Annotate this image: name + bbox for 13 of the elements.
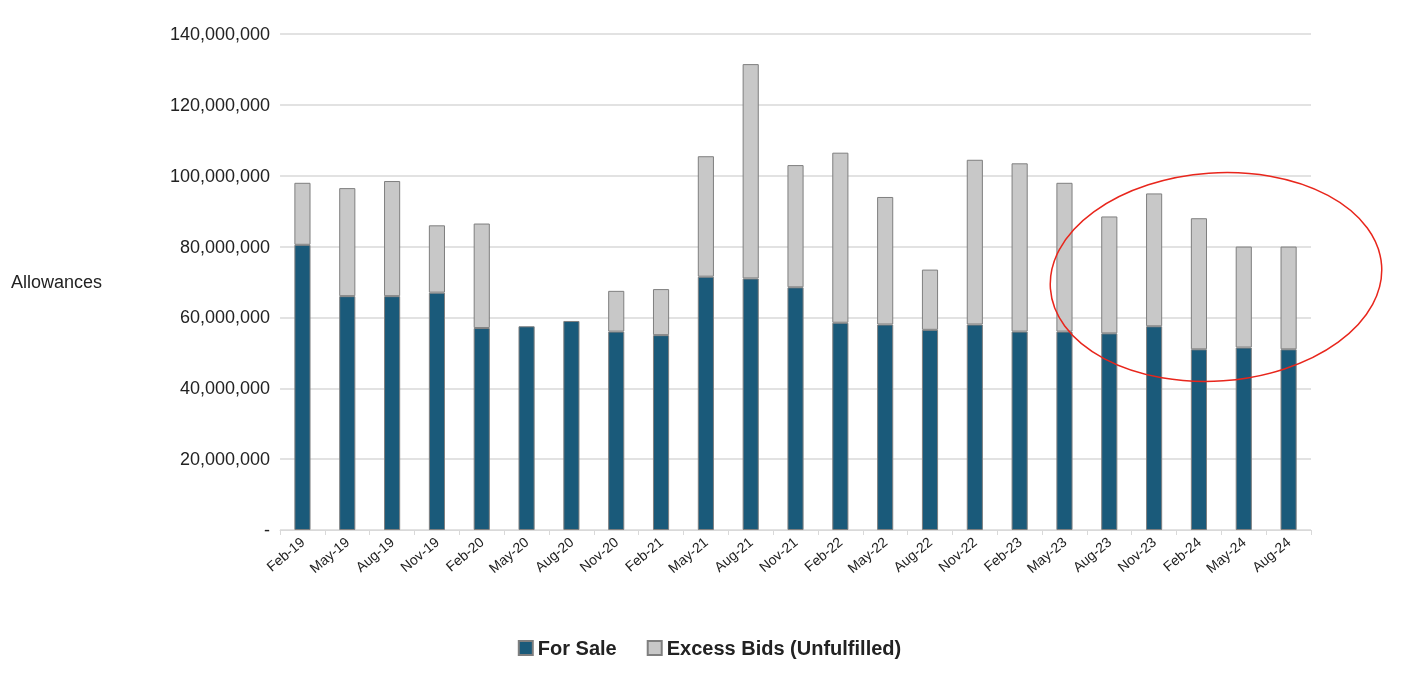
legend-label: For Sale: [537, 637, 617, 659]
y-tick-label: 40,000,000: [179, 378, 271, 399]
legend-label: Excess Bids (Unfulfilled): [666, 637, 902, 659]
bar: [518, 326, 535, 530]
y-tick-label: -: [264, 520, 271, 540]
y-tick-label: 140,000,000: [169, 24, 271, 44]
y-tick-label: 60,000,000: [179, 307, 271, 328]
y-tick-label: 120,000,000: [169, 94, 271, 115]
y-tick-label: 100,000,000: [169, 165, 271, 186]
y-tick-label: 80,000,000: [179, 236, 271, 257]
y-axis-title: Allowances: [11, 272, 103, 292]
bar: [563, 320, 580, 530]
y-tick-label: 20,000,000: [179, 449, 271, 470]
